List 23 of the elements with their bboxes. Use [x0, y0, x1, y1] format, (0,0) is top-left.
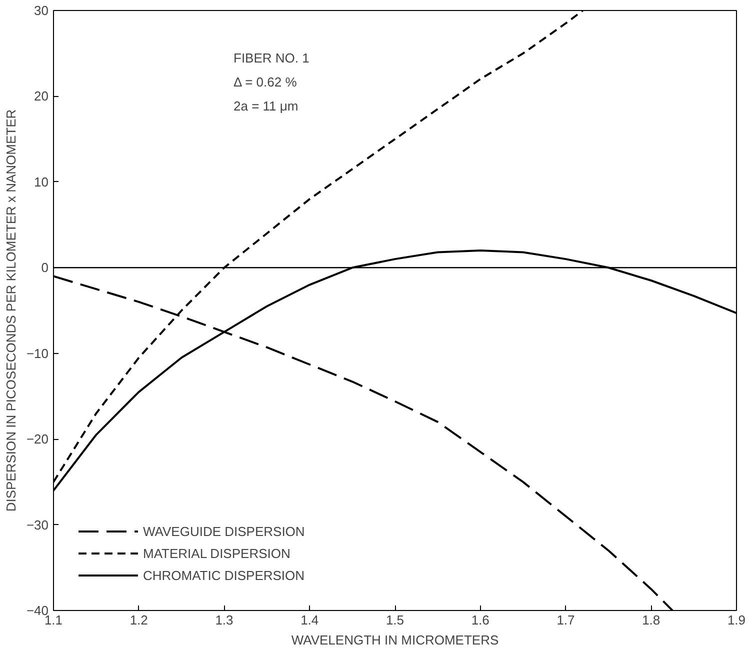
x-tick-label: 1.6 — [471, 612, 490, 628]
annotation: FIBER NO. 1 — [234, 50, 310, 66]
y-tick-label: 0 — [41, 260, 49, 276]
x-axis-title: WAVELENGTH IN MICROMETERS — [291, 632, 499, 648]
y-tick-label: 30 — [34, 3, 49, 18]
x-tick-label: 1.9 — [727, 612, 746, 628]
y-tick-label: −20 — [26, 432, 49, 447]
x-tick-label: 1.3 — [215, 612, 234, 628]
y-tick-label: 10 — [34, 174, 49, 190]
x-tick-label: 1.7 — [556, 612, 575, 628]
legend-label: MATERIAL DISPERSION — [143, 546, 290, 560]
x-tick-label: 1.4 — [300, 612, 319, 628]
y-axis-title: DISPERSION IN PICOSECONDS PER KILOMETER x NANOMETER — [3, 109, 18, 512]
y-tick-label: −30 — [26, 517, 49, 532]
annotation: Δ = 0.62 % — [234, 74, 298, 90]
annotation: 2a = 11 μm — [234, 98, 298, 114]
x-tick-label: 1.5 — [386, 612, 404, 628]
x-tick-label: 1.2 — [130, 612, 148, 628]
legend-label: WAVEGUIDE DISPERSION — [143, 524, 305, 538]
legend-label: CHROMATIC DISPERSION — [143, 568, 305, 582]
y-tick-label: −10 — [26, 346, 49, 361]
x-tick-label: 1.8 — [642, 612, 660, 628]
y-tick-label: 20 — [34, 88, 49, 104]
